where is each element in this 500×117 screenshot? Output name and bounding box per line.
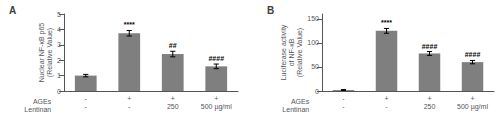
svg-text:4: 4 — [57, 26, 61, 33]
svg-text:150: 150 — [307, 15, 319, 22]
svg-text:-: - — [85, 95, 88, 102]
svg-text:B: B — [267, 5, 274, 16]
svg-text:-: - — [385, 103, 388, 110]
svg-text:+: + — [127, 95, 131, 102]
svg-text:****: **** — [381, 19, 392, 26]
svg-text:100: 100 — [307, 39, 319, 46]
svg-text:0: 0 — [315, 88, 319, 95]
svg-text:Lentinan: Lentinan — [24, 106, 51, 113]
svg-text:+: + — [470, 95, 474, 102]
svg-text:+: + — [171, 95, 175, 102]
svg-text:250: 250 — [424, 103, 436, 110]
svg-text:-: - — [342, 95, 345, 102]
svg-text:250: 250 — [167, 103, 179, 110]
svg-text:AGEs: AGEs — [291, 98, 310, 105]
svg-text:5: 5 — [57, 11, 61, 18]
svg-text:0: 0 — [57, 88, 61, 95]
svg-text:-: - — [342, 103, 345, 110]
svg-text:3: 3 — [57, 41, 61, 48]
svg-text:##: ## — [169, 42, 177, 49]
svg-text:50: 50 — [311, 63, 319, 70]
svg-text:####: #### — [422, 43, 438, 50]
svg-text:****: **** — [124, 21, 135, 28]
svg-text:1: 1 — [57, 72, 61, 79]
svg-text:+: + — [384, 95, 388, 102]
svg-text:500 µg/ml: 500 µg/ml — [457, 103, 488, 111]
svg-text:AGEs: AGEs — [33, 98, 52, 105]
svg-text:-: - — [128, 103, 131, 110]
svg-text:Luciferase activity: Luciferase activity — [280, 24, 288, 80]
svg-text:Lentinan: Lentinan — [282, 106, 309, 113]
svg-text:####: #### — [465, 51, 481, 58]
svg-text:of NF-κB: of NF-κB — [288, 38, 295, 66]
svg-text:2: 2 — [57, 57, 61, 64]
svg-text:A: A — [9, 5, 16, 16]
svg-text:####: #### — [208, 55, 224, 62]
svg-text:-: - — [85, 103, 88, 110]
svg-text:+: + — [214, 95, 218, 102]
svg-text:(Relative Value): (Relative Value) — [46, 28, 54, 77]
svg-text:500 µg/ml: 500 µg/ml — [201, 103, 232, 111]
svg-text:+: + — [427, 95, 431, 102]
svg-text:(Relative Value): (Relative Value) — [296, 28, 304, 77]
svg-text:Nuclear NF-κB p65: Nuclear NF-κB p65 — [38, 23, 46, 83]
